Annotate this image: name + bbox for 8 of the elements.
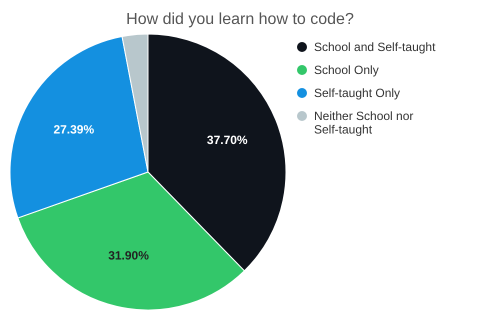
legend-label: Neither School nor Self-taught [314,109,414,136]
legend-label: Self-taught Only [314,86,400,100]
data-label: 37.70% [206,132,248,147]
legend-label: School Only [314,63,379,78]
data-label: 31.90% [108,248,150,263]
data-label: 27.39% [53,122,94,137]
chart-title: How did you learn how to code? [126,11,354,28]
legend-label: School and Self-taught [314,40,436,54]
